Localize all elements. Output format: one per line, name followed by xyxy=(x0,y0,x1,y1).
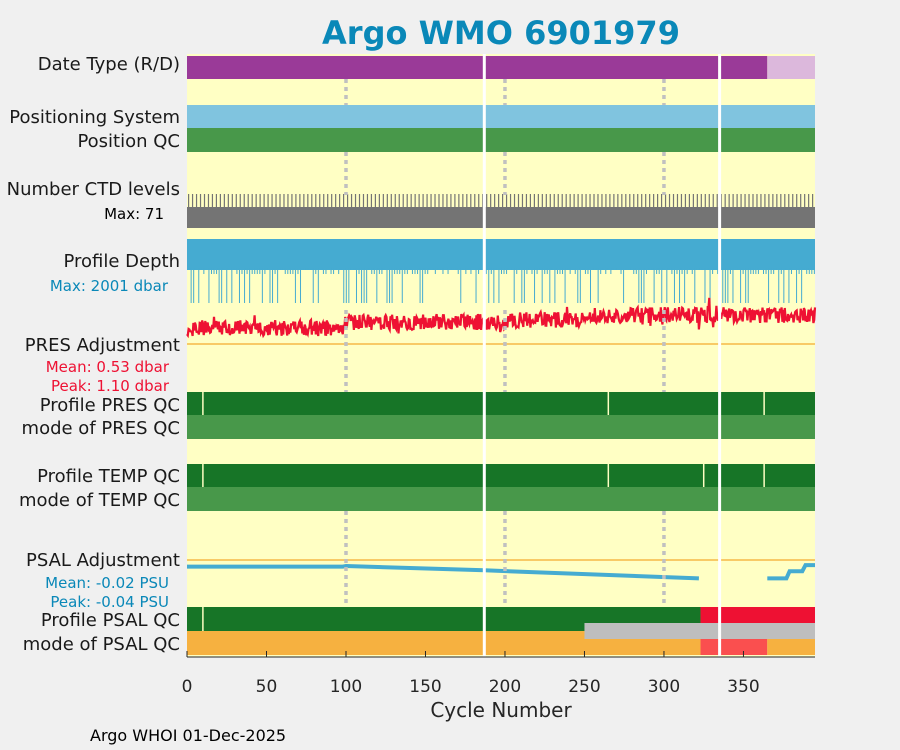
qc-segment xyxy=(484,464,720,487)
row-label: Date Type (R/D) xyxy=(38,54,180,75)
row-label: mode of PRES QC xyxy=(22,418,180,439)
x-tick-label: 0 xyxy=(182,677,193,697)
row-label: Number CTD levels xyxy=(7,179,180,200)
row-label: Profile Depth xyxy=(63,251,180,272)
pres-mean-label: Mean: 0.53 dbar xyxy=(46,358,170,376)
qc-segment xyxy=(187,105,485,128)
x-tick-label: 100 xyxy=(330,677,362,697)
psal-mean-label: Mean: -0.02 PSU xyxy=(45,574,169,592)
x-tick-label: 350 xyxy=(727,677,759,697)
row-label: PRES Adjustment xyxy=(25,335,180,356)
qc-segment xyxy=(187,56,485,79)
x-tick-label: 300 xyxy=(648,677,680,697)
footer-text: Argo WHOI 01-Dec-2025 xyxy=(90,726,286,745)
x-tick-label: 200 xyxy=(489,677,521,697)
ctd-levels-bar xyxy=(187,207,815,228)
qc-segment xyxy=(187,487,485,511)
overlays-layer xyxy=(344,54,722,657)
qc-overlay xyxy=(584,623,815,639)
qc-segment xyxy=(719,415,815,439)
psal-adjustment-trace xyxy=(767,563,815,581)
x-tick-label: 250 xyxy=(568,677,600,697)
qc-segment xyxy=(484,128,720,152)
qc-segment xyxy=(187,415,485,439)
x-tick-label: 50 xyxy=(256,677,278,697)
row-labels: Date Type (R/D) Positioning System Positio… xyxy=(7,54,180,655)
row-label: Positioning System xyxy=(9,107,180,128)
psal-peak-label: Peak: -0.04 PSU xyxy=(50,593,169,611)
psal-adjustment-trace xyxy=(187,563,485,573)
row-label: Profile PRES QC xyxy=(40,395,180,416)
x-tick-label: 150 xyxy=(409,677,441,697)
row-label: Profile PSAL QC xyxy=(41,610,180,631)
chart-title: Argo WMO 6901979 xyxy=(322,14,680,52)
qc-segment xyxy=(767,56,815,79)
ctd-max-label: Max: 71 xyxy=(104,205,164,223)
qc-segment xyxy=(187,607,485,631)
qc-segment xyxy=(484,105,720,128)
x-axis-label: Cycle Number xyxy=(430,698,572,722)
traces-layer xyxy=(186,194,817,581)
qc-segment xyxy=(484,56,720,79)
qc-segment xyxy=(719,464,815,487)
pres-adjustment-trace xyxy=(186,311,486,339)
qc-segment xyxy=(719,487,815,511)
x-axis: 0 50 100 150 200 250 300 350 xyxy=(182,651,815,697)
qc-segment xyxy=(719,105,815,128)
qc-segment xyxy=(484,487,720,511)
qc-segment xyxy=(187,631,485,655)
qc-segment xyxy=(187,392,485,415)
row-label: mode of TEMP QC xyxy=(19,490,180,511)
pres-peak-label: Peak: 1.10 dbar xyxy=(51,377,170,395)
pres-adjustment-trace xyxy=(720,306,817,327)
qc-segment xyxy=(719,56,768,79)
bars-layer xyxy=(187,56,815,655)
qc-segment xyxy=(187,128,485,152)
depth-max-label: Max: 2001 dbar xyxy=(50,277,169,295)
qc-segment xyxy=(187,464,485,487)
row-label: Profile TEMP QC xyxy=(37,466,180,487)
row-label: PSAL Adjustment xyxy=(26,550,180,571)
plot-area xyxy=(187,54,815,657)
row-label: Position QC xyxy=(77,131,180,152)
qc-segment xyxy=(719,392,815,415)
profile-depth-bar xyxy=(187,239,815,270)
pres-adjustment-trace xyxy=(484,297,720,333)
row-label: mode of PSAL QC xyxy=(23,634,180,655)
qc-segment xyxy=(484,415,720,439)
qc-segment xyxy=(484,392,720,415)
qc-segment xyxy=(719,128,815,152)
